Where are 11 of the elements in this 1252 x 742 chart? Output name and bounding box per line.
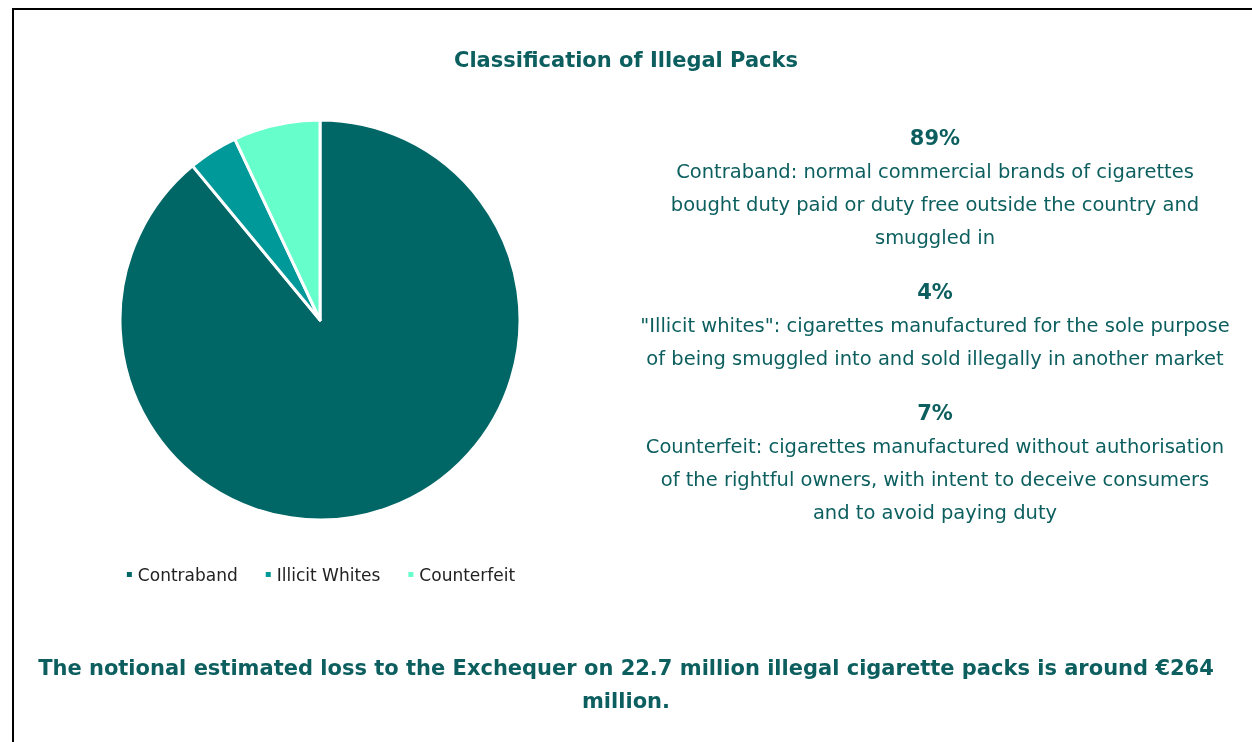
text: 89% bbox=[908, 125, 962, 152]
text: Contraband: normal commercial brands of cigarettes bought duty paid or duty free outside the country and smuggled in bbox=[669, 159, 1201, 251]
text: 7% bbox=[916, 400, 954, 427]
text: Classification of Illegal Packs bbox=[452, 48, 799, 72]
text: 4% bbox=[916, 279, 954, 306]
text: "Illicit whites": cigarettes manufactured for the sole purpose of being smuggled into and sold illegally in another market bbox=[640, 313, 1230, 372]
legend-label: Contraband bbox=[137, 564, 238, 585]
text: Counterfeit: cigarettes manufactured without authorisation of the rightful owners, with intent to deceive consumers and to avoid paying duty bbox=[644, 434, 1226, 526]
text: The notional estimated loss to the Exchequer on 22.7 million illegal cigarette packs is around €264 million. bbox=[37, 655, 1215, 715]
legend-label: Counterfeit bbox=[419, 564, 516, 585]
legend-label: Illicit Whites bbox=[276, 564, 381, 585]
